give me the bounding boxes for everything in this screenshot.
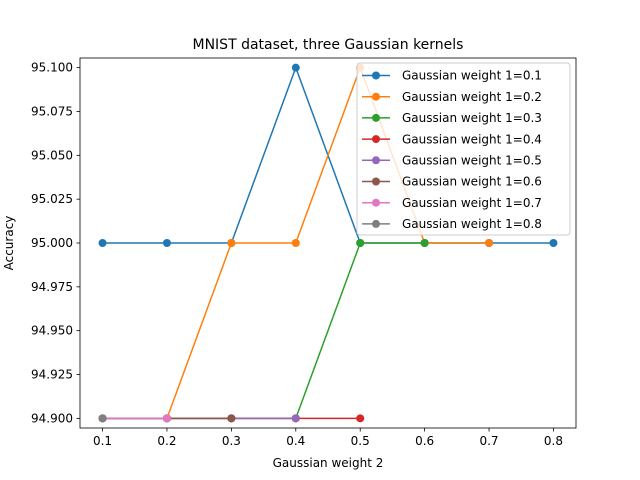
x-tick-label: 0.5 bbox=[351, 434, 370, 448]
legend-label: Gaussian weight 1=0.5 bbox=[402, 154, 542, 168]
legend-marker bbox=[372, 113, 380, 122]
y-tick-label: 94.950 bbox=[31, 324, 73, 338]
legend-label: Gaussian weight 1=0.1 bbox=[402, 69, 542, 83]
legend-label: Gaussian weight 1=0.4 bbox=[402, 132, 542, 146]
legend-marker bbox=[372, 219, 380, 228]
y-axis-ticks: 94.900 94.925 94.950 94.975 95.000 95.025 95.0… bbox=[31, 61, 80, 425]
x-axis-label: Gaussian weight 2 bbox=[273, 456, 384, 470]
data-point bbox=[356, 414, 365, 423]
legend-marker bbox=[372, 198, 380, 207]
data-point bbox=[98, 239, 107, 247]
legend-entry: Gaussian weight 1=0.4 bbox=[362, 132, 542, 146]
legend: Gaussian weight 1=0.1 Gaussian weight 1=0… bbox=[356, 62, 571, 236]
plot-area-frame bbox=[79, 57, 577, 429]
y-tick-label: 95.075 bbox=[31, 104, 73, 118]
data-point bbox=[162, 239, 171, 247]
data-point bbox=[98, 414, 107, 423]
legend-entry: Gaussian weight 1=0.1 bbox=[362, 69, 542, 83]
y-tick-label: 94.925 bbox=[31, 368, 73, 382]
legend-entry: Gaussian weight 1=0.6 bbox=[362, 175, 542, 189]
legend-entry: Gaussian weight 1=0.2 bbox=[362, 90, 542, 104]
y-axis-label: Accuracy bbox=[2, 216, 16, 271]
data-point bbox=[420, 239, 429, 247]
data-point bbox=[162, 414, 171, 423]
legend-label: Gaussian weight 1=0.6 bbox=[402, 175, 542, 189]
y-tick-label: 95.050 bbox=[31, 148, 73, 162]
series-layer bbox=[98, 63, 558, 423]
x-tick-label: 0.8 bbox=[544, 434, 563, 448]
legend-box bbox=[356, 62, 571, 236]
legend-label: Gaussian weight 1=0.3 bbox=[402, 111, 542, 125]
legend-entry: Gaussian weight 1=0.8 bbox=[362, 217, 542, 231]
y-tick-label: 95.000 bbox=[31, 236, 73, 250]
y-tick-label: 94.975 bbox=[31, 280, 73, 294]
x-tick-label: 0.1 bbox=[93, 434, 112, 448]
x-tick-label: 0.2 bbox=[157, 434, 176, 448]
legend-marker bbox=[372, 156, 380, 165]
data-point bbox=[485, 239, 494, 247]
legend-marker bbox=[372, 92, 380, 101]
legend-marker bbox=[372, 71, 380, 80]
legend-entry: Gaussian weight 1=0.7 bbox=[362, 196, 542, 210]
x-tick-label: 0.6 bbox=[415, 434, 434, 448]
chart-title: MNIST dataset, three Gaussian kernels bbox=[193, 37, 464, 53]
y-tick-label: 95.100 bbox=[31, 61, 73, 75]
y-tick-label: 95.025 bbox=[31, 192, 73, 206]
legend-label: Gaussian weight 1=0.2 bbox=[402, 90, 542, 104]
y-tick-label: 94.900 bbox=[31, 411, 73, 425]
data-point bbox=[549, 239, 558, 247]
data-point bbox=[291, 414, 300, 423]
legend-marker bbox=[372, 135, 380, 144]
legend-label: Gaussian weight 1=0.8 bbox=[402, 217, 542, 231]
legend-entry: Gaussian weight 1=0.3 bbox=[362, 111, 542, 125]
data-point bbox=[291, 63, 300, 72]
data-point bbox=[227, 239, 236, 247]
data-point bbox=[291, 239, 300, 247]
series-8 bbox=[98, 414, 107, 423]
x-axis-ticks: 0.1 0.2 0.3 0.4 0.5 0.6 0.7 0.8 bbox=[93, 428, 563, 448]
x-tick-label: 0.3 bbox=[222, 434, 241, 448]
x-tick-label: 0.7 bbox=[479, 434, 498, 448]
legend-label: Gaussian weight 1=0.7 bbox=[402, 196, 542, 210]
legend-entry: Gaussian weight 1=0.5 bbox=[362, 154, 542, 168]
legend-marker bbox=[372, 177, 380, 186]
data-point bbox=[356, 239, 365, 247]
x-tick-label: 0.4 bbox=[286, 434, 305, 448]
data-point bbox=[227, 414, 236, 423]
